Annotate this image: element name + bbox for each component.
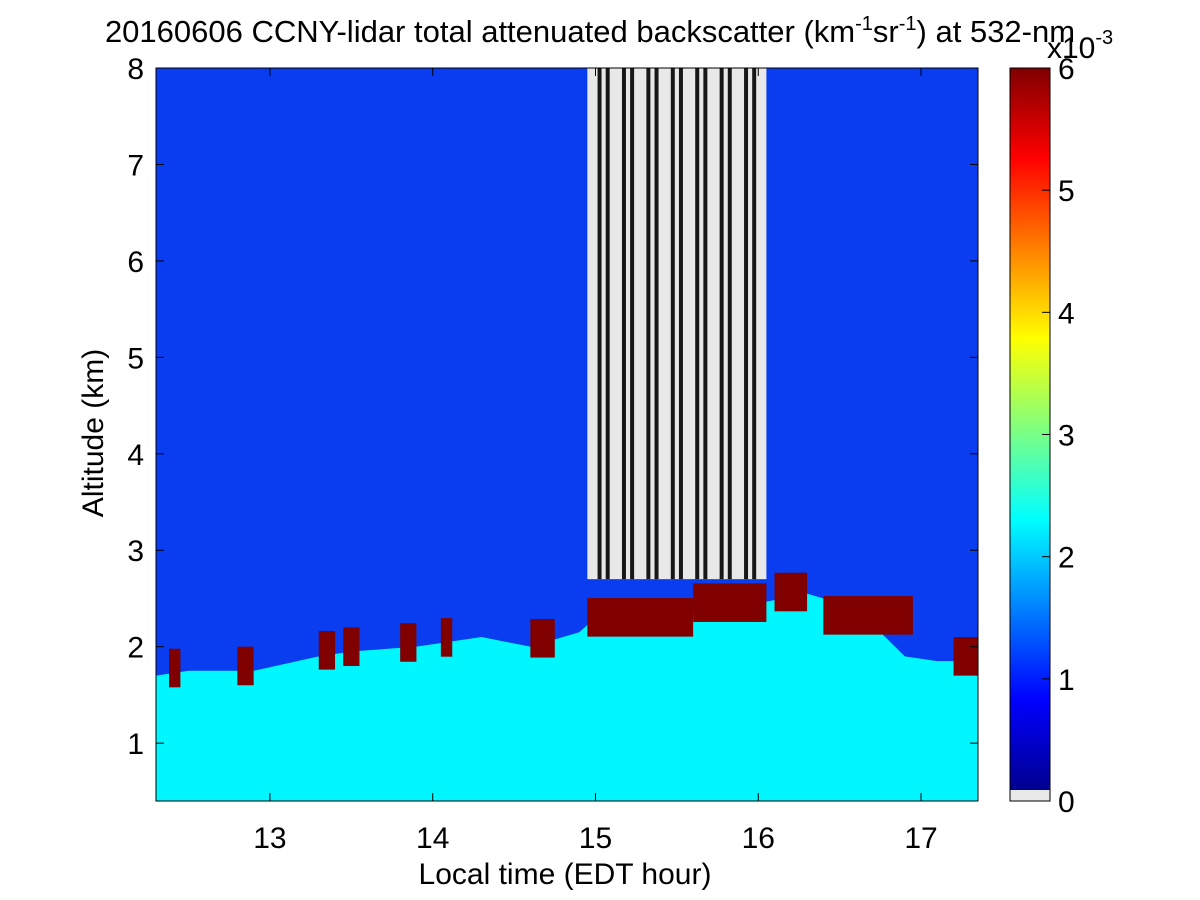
- colorbar-multiplier: x10-3: [1047, 27, 1113, 65]
- y-tick-label: 1: [127, 728, 144, 761]
- profile-column: [703, 68, 708, 580]
- heatmap-plot-area: [156, 68, 978, 801]
- y-tick-label: 6: [127, 246, 144, 279]
- colorbar-ticks: 0 1 2 3 4 5 6: [1042, 53, 1075, 819]
- colorbar-tick-label: 5: [1058, 175, 1075, 208]
- cloud-base-0: [169, 648, 181, 688]
- cloud-base-1: [237, 646, 254, 686]
- x-tick-label: 16: [742, 822, 775, 855]
- profile-column: [695, 68, 700, 580]
- colorbar-tick-label: 4: [1058, 297, 1075, 330]
- cloud-base-6: [530, 618, 555, 658]
- plot-frame: [155, 67, 979, 802]
- colorbar-tick-label: 6: [1058, 53, 1075, 86]
- colorbar-below-range: [1010, 790, 1050, 801]
- y-tick-label: 2: [127, 632, 144, 665]
- y-tick-label: 4: [127, 439, 144, 472]
- cloud-base-4: [400, 623, 417, 662]
- boundary-layer: [156, 593, 978, 801]
- cloud-base-7: [587, 598, 694, 637]
- colorbar-tick-label: 0: [1058, 786, 1075, 819]
- colorbar-tick-label: 3: [1058, 420, 1075, 453]
- profile-column: [621, 68, 626, 580]
- colorbar-tick-label: 1: [1058, 664, 1075, 697]
- y-axis-label: Altitude (km): [77, 349, 110, 517]
- profile-column: [744, 68, 749, 580]
- colorbar: 0 1 2 3 4 5 6 x10-3: [1009, 27, 1113, 819]
- profile-column: [605, 68, 610, 580]
- profile-column: [646, 68, 651, 580]
- x-axis-label: Local time (EDT hour): [419, 858, 712, 891]
- profile-column: [597, 68, 602, 580]
- profile-column: [727, 68, 732, 580]
- x-axis-ticks: 13 14 15 16 17: [253, 68, 938, 855]
- x-tick-label: 14: [416, 822, 449, 855]
- profile-column: [670, 68, 675, 580]
- cloud-base-3: [343, 627, 360, 666]
- y-axis-ticks: 1 2 3 4 5 6 7 8: [127, 53, 978, 761]
- profile-column: [630, 68, 635, 580]
- cloud-base-10: [823, 596, 913, 635]
- heatmap-layers: [156, 68, 978, 801]
- chart-title: 20160606 CCNY-lidar total attenuated bac…: [105, 13, 1075, 49]
- cloud-base-8: [693, 583, 767, 622]
- colorbar-tick-label: 2: [1058, 542, 1075, 575]
- profile-column: [752, 68, 757, 580]
- cloud-base-9: [774, 572, 808, 612]
- cloud-base-11: [953, 637, 978, 676]
- profile-column: [654, 68, 659, 580]
- y-tick-label: 7: [127, 149, 144, 182]
- no-data-region: [587, 68, 767, 580]
- profile-column: [678, 68, 683, 580]
- cloud-base-2: [318, 631, 336, 670]
- y-tick-label: 8: [127, 53, 144, 86]
- x-tick-label: 13: [253, 822, 286, 855]
- y-tick-label: 5: [127, 342, 144, 375]
- x-tick-label: 17: [904, 822, 937, 855]
- profile-column: [719, 68, 724, 580]
- colorbar-gradient: [1010, 68, 1050, 790]
- x-tick-label: 15: [579, 822, 612, 855]
- y-tick-label: 3: [127, 535, 144, 568]
- cloud-base-5: [440, 618, 453, 657]
